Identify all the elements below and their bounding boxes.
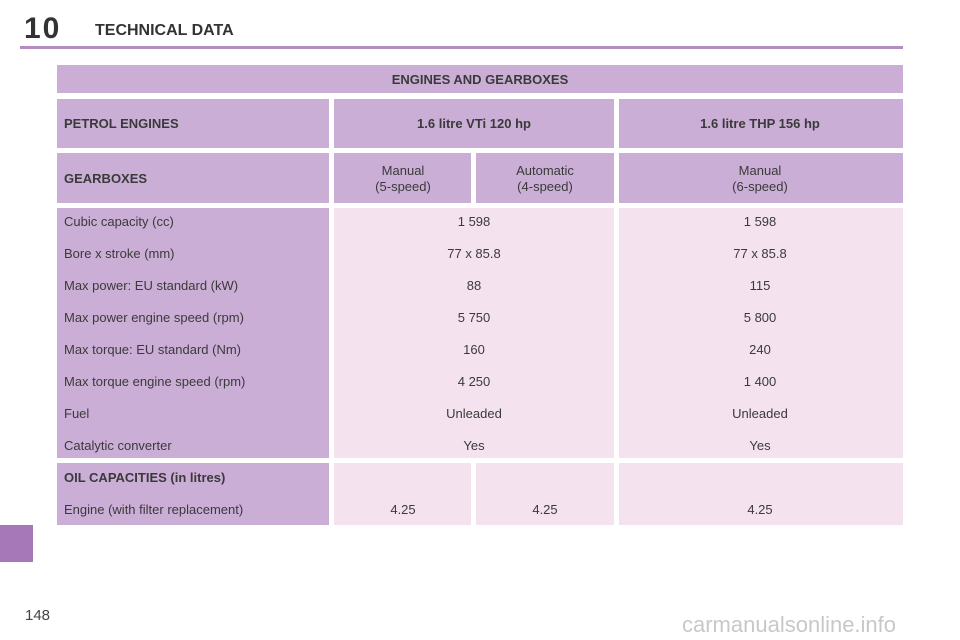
value: Yes [749, 438, 771, 453]
value: 160 [463, 342, 485, 357]
cell [57, 208, 329, 458]
chapter-tab [0, 525, 33, 562]
engine-name: 1.6 litre THP 156 hp [700, 116, 820, 131]
row-label: PETROL ENGINES [64, 116, 179, 131]
table-title: ENGINES AND GEARBOXES [391, 72, 569, 87]
row-label: Max torque engine speed (rpm) [64, 374, 246, 389]
row-label: Cubic capacity (cc) [64, 214, 174, 229]
value: 5 800 [743, 310, 777, 325]
section-label: OIL CAPACITIES (in litres) [64, 470, 226, 485]
value: 4 250 [457, 374, 491, 389]
cell [619, 99, 903, 148]
row-label: GEARBOXES [64, 171, 148, 186]
value: 115 [749, 278, 771, 293]
page-number: 148 [25, 607, 51, 624]
value: 77 x 85.8 [733, 246, 787, 261]
cell [57, 153, 329, 203]
gearbox-name: Manual [381, 163, 425, 178]
cell [476, 153, 614, 203]
table-title-cell [57, 65, 903, 93]
row-label: Max power: EU standard (kW) [64, 278, 239, 293]
row-label: Fuel [64, 406, 90, 421]
value: Unleaded [446, 406, 502, 421]
row-label: Max power engine speed (rpm) [64, 310, 244, 325]
header-rule [20, 46, 903, 49]
cell [57, 99, 329, 148]
cell [57, 463, 329, 525]
chapter-number: 10 [24, 12, 62, 45]
value: 4.25 [532, 502, 558, 517]
cell [334, 99, 614, 148]
gearbox-name: Automatic [516, 163, 574, 178]
gearbox-name: Manual [738, 163, 782, 178]
cell [334, 463, 471, 525]
value: 77 x 85.8 [447, 246, 501, 261]
gearbox-name: (6-speed) [732, 179, 788, 194]
watermark: carmanualsonline.info [682, 612, 897, 637]
value: 240 [749, 342, 771, 357]
value: 88 [466, 278, 482, 293]
cell [476, 463, 614, 525]
row-label: Catalytic converter [64, 438, 172, 453]
engine-name: 1.6 litre VTi 120 hp [417, 116, 531, 131]
value: 1 400 [743, 374, 777, 389]
value: 1 598 [743, 214, 777, 229]
value: 4.25 [390, 502, 416, 517]
value: Unleaded [732, 406, 788, 421]
chapter-title: TECHNICAL DATA [95, 22, 234, 39]
value: 5 750 [457, 310, 491, 325]
row-label: Engine (with filter replacement) [64, 502, 244, 517]
gearbox-name: (5-speed) [375, 179, 431, 194]
row-label: Bore x stroke (mm) [64, 246, 175, 261]
value: 4.25 [747, 502, 773, 517]
row-label: Max torque: EU standard (Nm) [64, 342, 242, 357]
value: Yes [463, 438, 485, 453]
gearbox-name: (4-speed) [517, 179, 573, 194]
cell [334, 208, 614, 458]
cell [619, 208, 903, 458]
cell [334, 153, 471, 203]
cell [619, 153, 903, 203]
value: 1 598 [457, 214, 491, 229]
cell [619, 463, 903, 525]
